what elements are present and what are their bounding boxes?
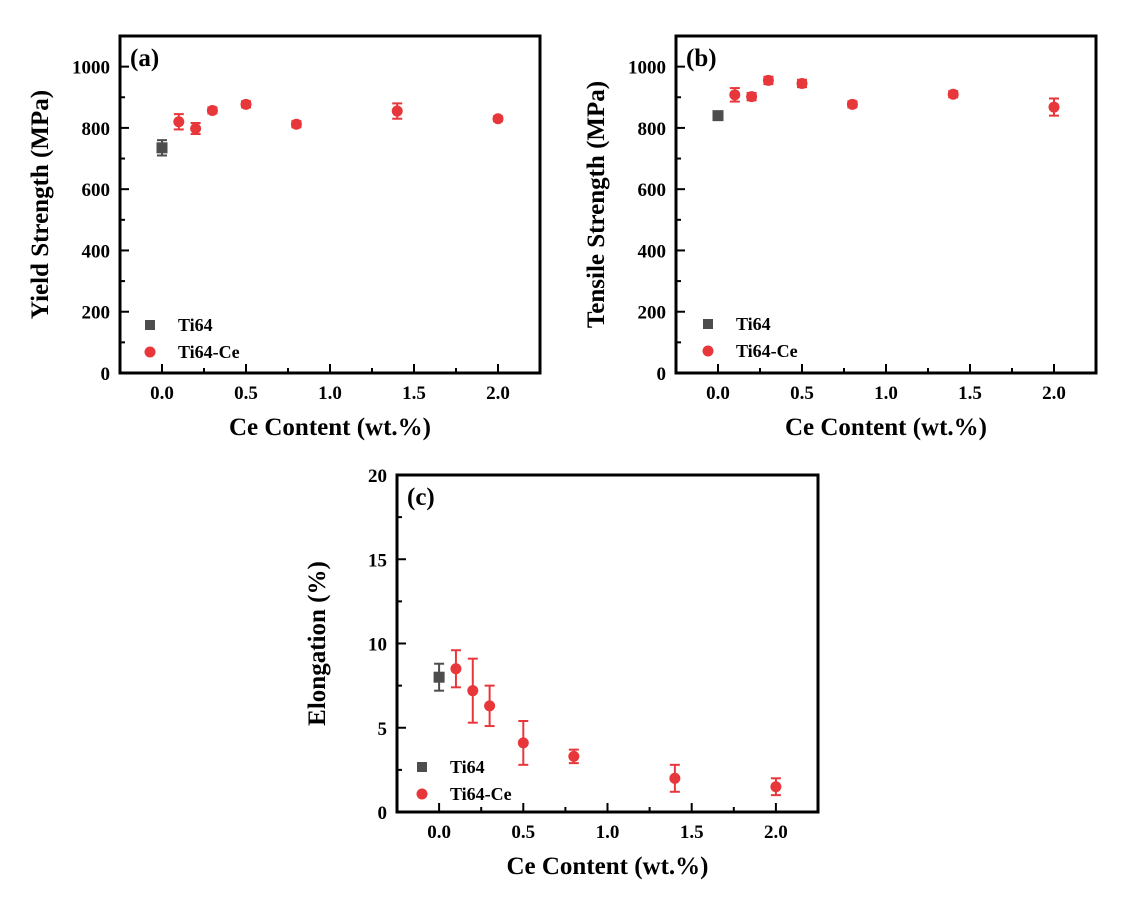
x-tick-label: 1.5: [958, 383, 982, 404]
data-point: [492, 113, 504, 125]
y-tick-label: 400: [82, 241, 111, 262]
x-tick-label: 0.0: [706, 383, 730, 404]
x-tick-label: 2.0: [1042, 383, 1066, 404]
data-point: [669, 772, 681, 784]
data-point: [433, 671, 445, 683]
y-axis-title: Elongation (%): [304, 561, 331, 726]
y-tick-label: 20: [368, 466, 387, 487]
chart-panel-2: 0.0 0.5 1.0 1.5 2.0 0 200 400 600 800 1000 Ce Conte…: [583, 34, 1098, 441]
legend-label: Ti64-Ce: [736, 341, 798, 361]
y-tick-label: 5: [378, 719, 388, 740]
y-tick-label: 15: [368, 550, 387, 571]
data-point: [206, 104, 218, 116]
x-tick-label: 0.0: [427, 822, 451, 843]
y-axis-title: Tensile Strength (MPa): [583, 81, 610, 328]
series-ti64: [156, 139, 168, 157]
legend-marker: [702, 345, 714, 357]
legend-marker: [416, 788, 428, 800]
series-ti64-ce: [729, 74, 1060, 117]
y-tick-label: 1000: [72, 58, 110, 79]
series-ti64-ce: [450, 649, 782, 797]
y-axis-title: Yield Strength (MPa): [27, 90, 54, 319]
legend-label: Ti64-Ce: [450, 784, 512, 804]
x-tick-label: 1.0: [596, 822, 620, 843]
y-tick-label: 0: [101, 364, 111, 385]
y-tick-label: 600: [638, 180, 667, 201]
y-tick-label: 400: [638, 241, 667, 262]
data-point: [770, 781, 782, 793]
legend-marker: [703, 319, 713, 329]
data-point: [190, 123, 202, 135]
y-tick-label: 800: [82, 119, 111, 140]
x-tick-label: 1.5: [402, 383, 426, 404]
series-ti64: [712, 110, 724, 122]
data-point: [484, 700, 496, 712]
data-point: [762, 74, 774, 86]
y-tick-label: 0: [378, 803, 388, 824]
data-point: [173, 116, 185, 128]
data-point: [1048, 101, 1060, 113]
data-point: [947, 88, 959, 100]
x-tick-label: 0.5: [234, 383, 258, 404]
y-tick-label: 800: [638, 119, 667, 140]
legend-entry: Ti64: [145, 315, 213, 335]
x-axis-title: Ce Content (wt.%): [785, 414, 987, 441]
legend-marker: [145, 320, 155, 330]
legend-label: Ti64-Ce: [178, 342, 240, 362]
legend-entry: Ti64-Ce: [702, 341, 798, 361]
y-tick-label: 10: [368, 635, 387, 656]
y-tick-label: 200: [638, 303, 667, 324]
x-tick-label: 0.5: [790, 383, 814, 404]
x-tick-label: 1.0: [874, 383, 898, 404]
chart-panel-3: 0.0 0.5 1.0 1.5 2.0 0 5 10 15 20 Ce Content (wt.%)…: [304, 466, 820, 880]
series-ti64: [433, 662, 445, 692]
panel-label: (a): [130, 45, 159, 72]
data-point: [467, 685, 479, 697]
data-point: [846, 98, 858, 110]
panel-label: (c): [407, 484, 435, 511]
y-tick-label: 0: [657, 364, 667, 385]
legend-label: Ti64: [178, 315, 213, 335]
legend-label: Ti64: [450, 757, 485, 777]
x-tick-label: 2.0: [486, 383, 510, 404]
y-tick-label: 1000: [628, 58, 666, 79]
data-point: [712, 110, 724, 122]
panel-label: (b): [686, 45, 717, 72]
y-tick-label: 200: [82, 303, 111, 324]
x-tick-label: 0.5: [511, 822, 535, 843]
data-point: [568, 750, 580, 762]
chart-panel-1: 0.0 0.5 1.0 1.5 2.0 0 200 400 600 800 1000 Ce Conte…: [27, 34, 542, 441]
data-point: [729, 89, 741, 101]
legend-marker: [417, 762, 427, 772]
legend-entry: Ti64-Ce: [144, 342, 240, 362]
data-point: [240, 98, 252, 110]
series-ti64-ce: [173, 98, 504, 136]
x-axis-title: Ce Content (wt.%): [506, 853, 708, 880]
legend-entry: Ti64-Ce: [416, 784, 512, 804]
legend-entry: Ti64: [417, 757, 485, 777]
legend-entry: Ti64: [703, 314, 771, 334]
data-point: [391, 105, 403, 117]
x-axis-title: Ce Content (wt.%): [229, 414, 431, 441]
data-point: [746, 91, 758, 103]
x-tick-label: 1.5: [680, 822, 704, 843]
data-point: [450, 663, 462, 675]
x-tick-label: 0.0: [150, 383, 174, 404]
legend-label: Ti64: [736, 314, 771, 334]
data-point: [156, 142, 168, 154]
y-tick-label: 600: [82, 180, 111, 201]
x-tick-label: 2.0: [764, 822, 788, 843]
legend-marker: [144, 346, 156, 358]
data-point: [517, 737, 529, 749]
data-point: [796, 77, 808, 89]
x-tick-label: 1.0: [318, 383, 342, 404]
data-point: [290, 118, 302, 130]
